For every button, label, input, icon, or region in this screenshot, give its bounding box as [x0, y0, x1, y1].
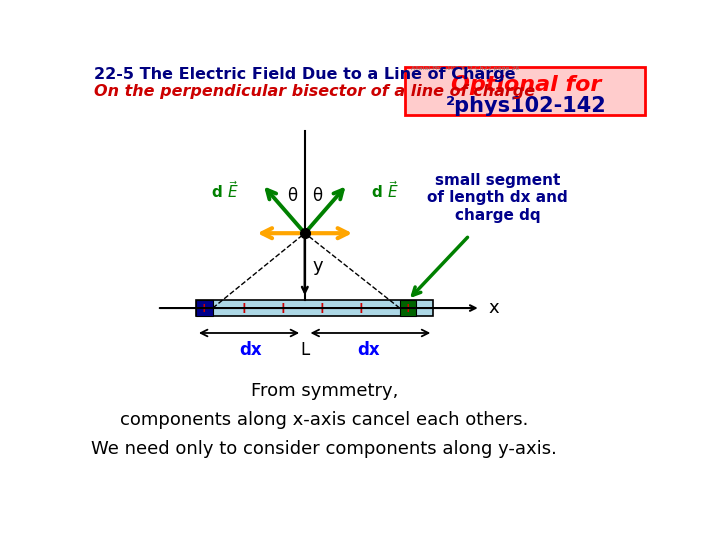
Text: small segment
of length dx and
charge dq: small segment of length dx and charge dq [427, 173, 567, 223]
Text: We need only to consider components along y-axis.: We need only to consider components alon… [91, 441, 557, 458]
Text: θ: θ [287, 187, 297, 205]
Text: +: + [199, 301, 210, 314]
Text: y: y [312, 258, 323, 275]
FancyBboxPatch shape [405, 67, 645, 114]
Text: 22-5 The Electric Field Due to a Line of Charge: 22-5 The Electric Field Due to a Line of… [94, 67, 516, 82]
Bar [196, 300, 433, 316]
Text: d $\vec{E}$: d $\vec{E}$ [211, 180, 239, 201]
Text: +: + [315, 301, 328, 315]
Text: +: + [237, 301, 250, 315]
Text: L: L [300, 341, 310, 359]
Text: θ: θ [312, 187, 322, 205]
Text: From symmetry,: From symmetry, [251, 382, 398, 400]
Text: Optional for: Optional for [451, 75, 601, 95]
Bar [196, 300, 213, 316]
Text: dx: dx [239, 341, 262, 359]
Text: d $\vec{E}$: d $\vec{E}$ [371, 180, 399, 201]
Text: +: + [276, 301, 289, 315]
Text: ²phys102-142: ²phys102-142 [446, 96, 607, 116]
Text: dx: dx [358, 341, 380, 359]
Text: +: + [354, 301, 367, 315]
Text: +: + [402, 301, 413, 314]
Text: Aljalal-Phys102-142-Ch22-page 26: Aljalal-Phys102-142-Ch22-page 26 [411, 66, 519, 71]
Text: x: x [489, 299, 500, 317]
Bar [400, 300, 416, 316]
Text: components along x-axis cancel each others.: components along x-axis cancel each othe… [120, 411, 528, 429]
Text: On the perpendicular bisector of a line of charge: On the perpendicular bisector of a line … [94, 84, 536, 98]
